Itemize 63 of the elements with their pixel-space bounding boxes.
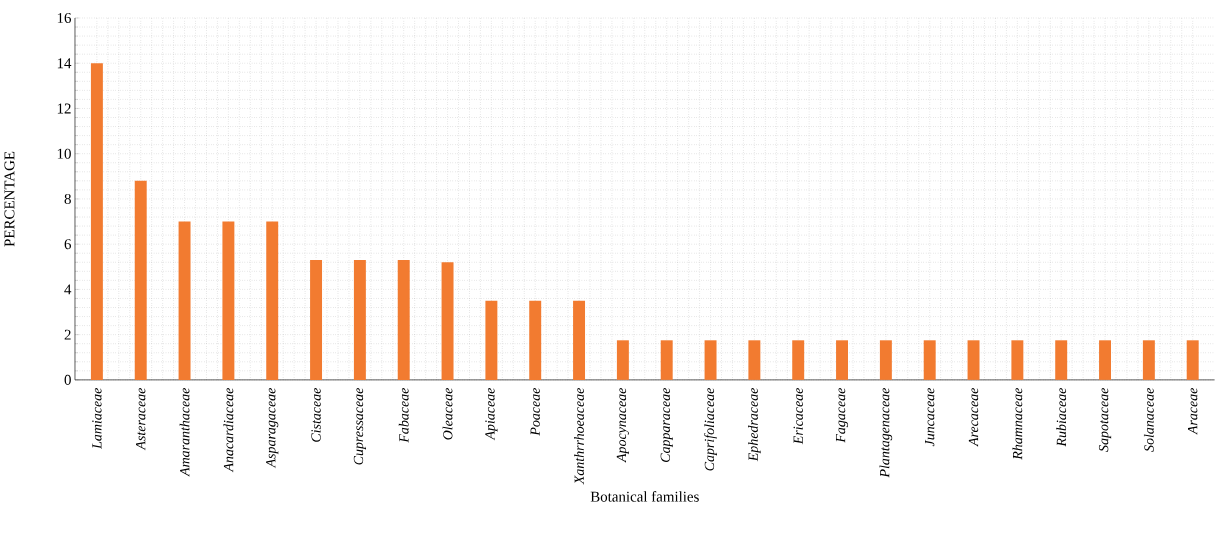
bar: [967, 340, 980, 380]
x-tick-label: Ephedraceae: [748, 388, 761, 462]
x-tick-label: Apiaceae: [485, 388, 498, 441]
x-tick-label: Poaceae: [530, 388, 540, 436]
x-tick-label: Fagaceae: [835, 388, 849, 443]
y-tick-label: 6: [64, 239, 72, 250]
x-tick-label: Araceae: [1188, 388, 1198, 435]
bar: [485, 300, 498, 380]
x-tick-label: Asparagaceae: [266, 388, 279, 469]
y-tick-label: 10: [57, 148, 71, 159]
x-tick-label: Juncaceae: [925, 388, 935, 447]
bar: [310, 260, 323, 380]
bar: [178, 221, 191, 380]
bar: [529, 300, 542, 380]
y-tick-label: 8: [64, 193, 71, 205]
bar: [836, 340, 849, 380]
bar: [441, 262, 454, 380]
y-axis-title: PERCENTAGE: [4, 151, 15, 247]
bar: [704, 340, 717, 380]
x-tick-label: Solanaceae: [1143, 388, 1154, 452]
x-tick-label: Rhamnaceae: [1012, 388, 1023, 460]
y-tick-label: 16: [57, 13, 72, 24]
y-tick-label: 4: [64, 284, 72, 295]
bar: [879, 340, 892, 380]
y-tick-label: 2: [64, 329, 71, 340]
bar: [1011, 340, 1024, 380]
x-tick-label: Ericaceae: [793, 388, 803, 445]
x-tick-label: Sapotaceae: [1098, 388, 1112, 452]
y-tick-label: 12: [57, 103, 71, 114]
x-tick-label: Xanthrrhoeaceae: [574, 388, 584, 485]
bar: [1186, 340, 1199, 380]
bar: [353, 260, 366, 380]
x-tick-label: Apocynaceae: [616, 388, 629, 463]
x-tick-label: Capparaceae: [660, 388, 673, 463]
y-tick-label: 0: [64, 374, 71, 385]
bar: [1142, 340, 1155, 380]
bar: [1099, 340, 1112, 380]
x-tick-label: Rubiaceae: [1056, 388, 1067, 447]
x-tick-label: Anacardiaceae: [223, 388, 234, 473]
x-tick-label: Cupressaceae: [353, 388, 366, 465]
x-axis-title: Botanical families: [590, 491, 699, 502]
bar: [616, 340, 629, 380]
x-tick-label: Asteraceae: [136, 388, 146, 451]
bar: [222, 221, 235, 380]
bar: [1055, 340, 1068, 380]
x-tick-label: Fabaceae: [398, 388, 409, 443]
bar: [266, 221, 279, 380]
x-tick-label: Oleaceae: [442, 388, 453, 440]
x-tick-label: Arecaceae: [968, 388, 979, 447]
x-tick-label: Caprifoliaceae: [704, 388, 717, 471]
bar: [660, 340, 673, 380]
bar: [792, 340, 805, 380]
x-tick-label: Plantagenaceae: [879, 388, 893, 478]
y-tick-label: 14: [57, 58, 72, 69]
bar: [134, 180, 147, 380]
bar: [923, 340, 936, 380]
bar: [397, 260, 410, 380]
x-tick-label: Cistaceae: [311, 388, 321, 442]
x-tick-label: Amaranthaceae: [179, 388, 190, 477]
bar: [90, 63, 103, 380]
bar: [573, 300, 586, 380]
bar: [748, 340, 761, 380]
x-tick-label: Lamiaceae: [92, 388, 102, 450]
